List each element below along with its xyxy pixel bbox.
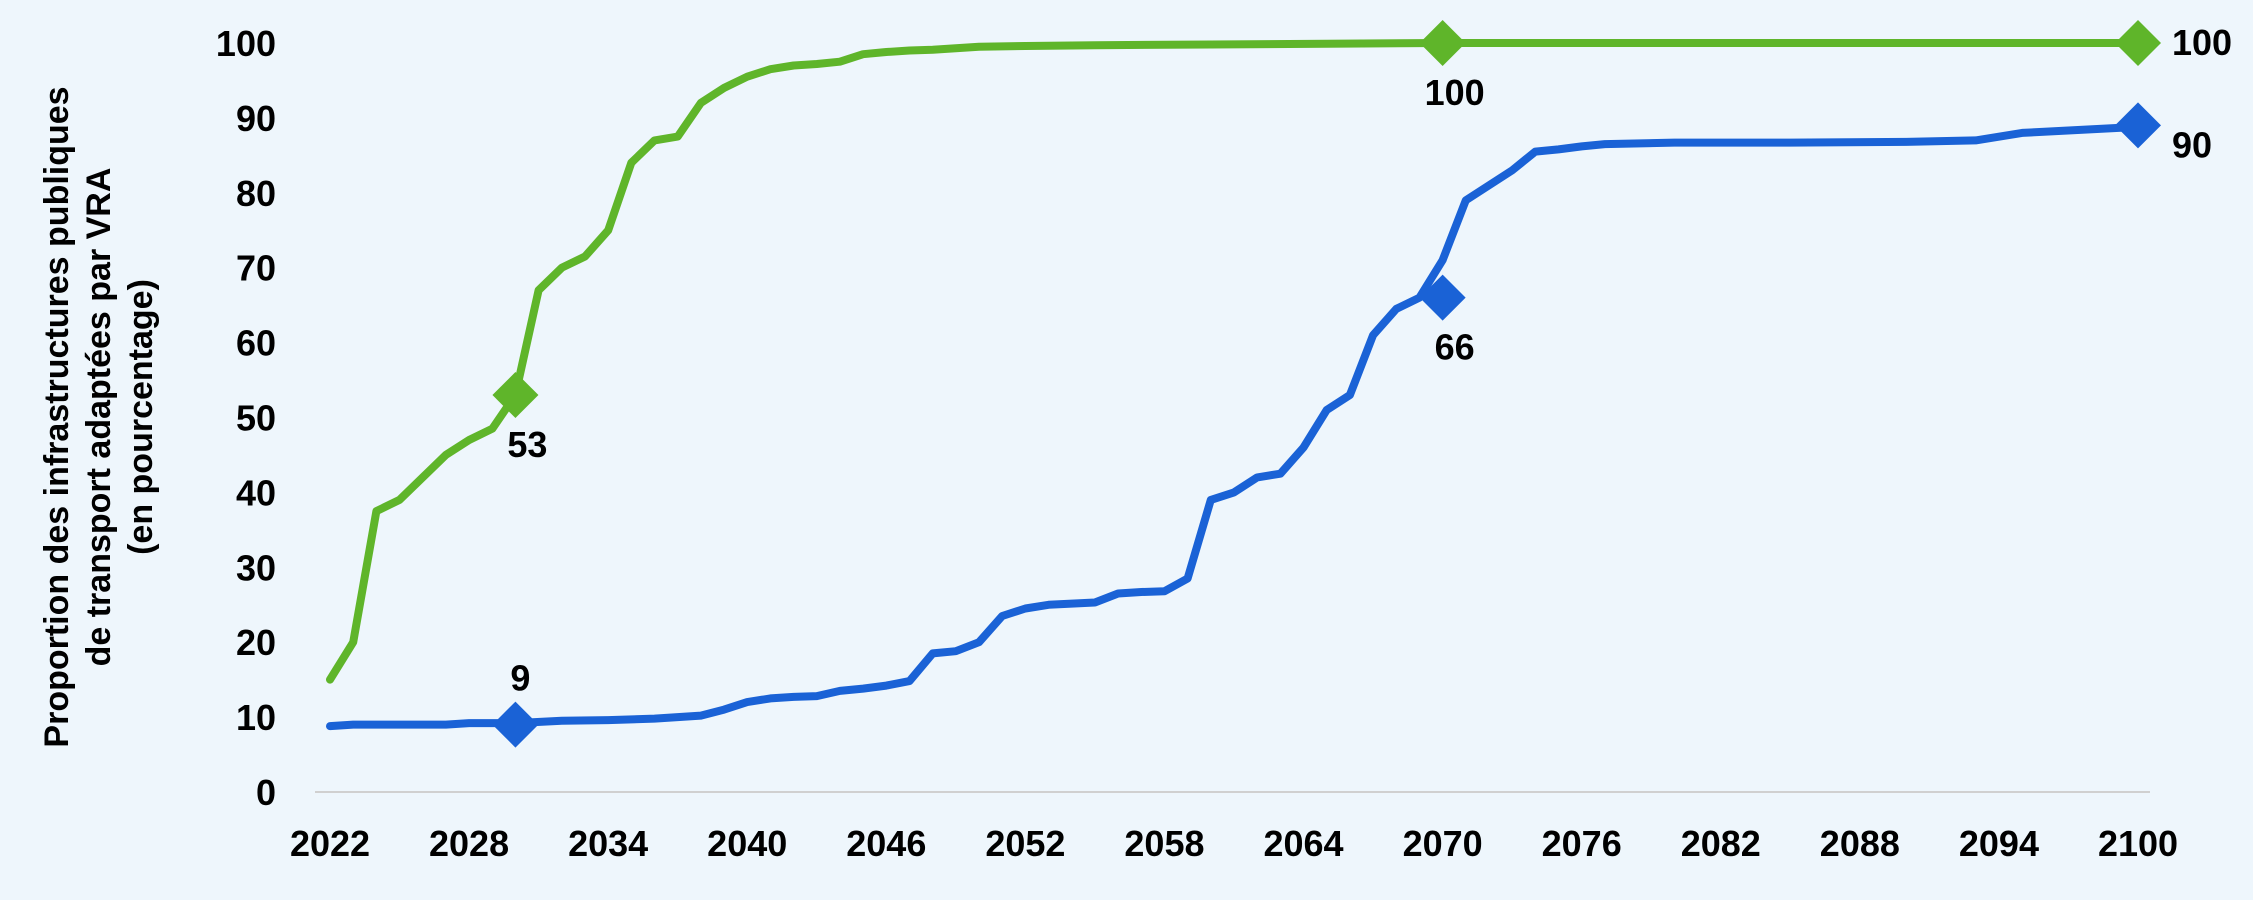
y-tick-label: 40 <box>236 472 276 513</box>
x-tick-label: 2034 <box>568 823 648 864</box>
x-tick-label: 2088 <box>1820 823 1900 864</box>
markers-group <box>492 20 2161 748</box>
y-axis-label: Proportion des infrastructures publiques… <box>38 86 160 747</box>
data-label: 9 <box>510 658 530 699</box>
y-axis-title-line: (en pourcentage) <box>122 279 160 555</box>
series-group <box>326 39 2142 731</box>
data-label: 66 <box>1435 327 1475 368</box>
diamond-marker <box>1419 20 1466 66</box>
x-tick-label: 2052 <box>985 823 1065 864</box>
y-tick-label: 70 <box>236 248 276 289</box>
y-tick-label: 80 <box>236 173 276 214</box>
axes: 2022 2028 2034 2040 2046 2052 2058 2064 2070 2076… <box>216 23 2178 864</box>
x-tick-label: 2100 <box>2098 823 2178 864</box>
x-tick-label: 2094 <box>1959 823 2039 864</box>
y-axis-title-line: de transport adaptées par VRA <box>80 168 118 667</box>
diamond-marker <box>1419 274 1466 321</box>
data-label: 53 <box>507 424 547 465</box>
data-labels-group: 53 100 100 9 66 90 <box>507 22 2232 699</box>
x-tick-label: 2046 <box>846 823 926 864</box>
y-axis-title: Proportion des infrastructures publiques… <box>38 86 160 747</box>
diamond-marker <box>492 372 539 419</box>
x-tick-label: 2070 <box>1403 823 1483 864</box>
diamond-marker <box>2115 20 2161 66</box>
y-axis-title-line: Proportion des infrastructures publiques <box>38 86 76 747</box>
y-tick-label: 0 <box>256 772 276 813</box>
x-tick-label: 2028 <box>429 823 509 864</box>
y-tick-label: 50 <box>236 398 276 439</box>
y-tick-label: 90 <box>236 98 276 139</box>
x-tick-label: 2022 <box>290 823 370 864</box>
y-tick-label: 60 <box>236 323 276 364</box>
y-tick-label: 30 <box>236 547 276 588</box>
x-tick-label: 2040 <box>707 823 787 864</box>
y-tick-label: 20 <box>236 622 276 663</box>
series-line-1 <box>326 122 2142 731</box>
data-label: 90 <box>2172 124 2212 165</box>
x-tick-label: 2076 <box>1542 823 1622 864</box>
x-tick-label: 2064 <box>1263 823 1343 864</box>
y-tick-label: 100 <box>216 23 276 64</box>
diamond-marker <box>2115 102 2161 149</box>
data-label: 100 <box>1425 72 1485 113</box>
diamond-marker <box>492 701 539 748</box>
x-tick-label: 2082 <box>1681 823 1761 864</box>
y-tick-label: 10 <box>236 697 276 738</box>
data-label: 100 <box>2172 22 2232 63</box>
series-line-0 <box>326 39 2142 684</box>
x-tick-label: 2058 <box>1124 823 1204 864</box>
